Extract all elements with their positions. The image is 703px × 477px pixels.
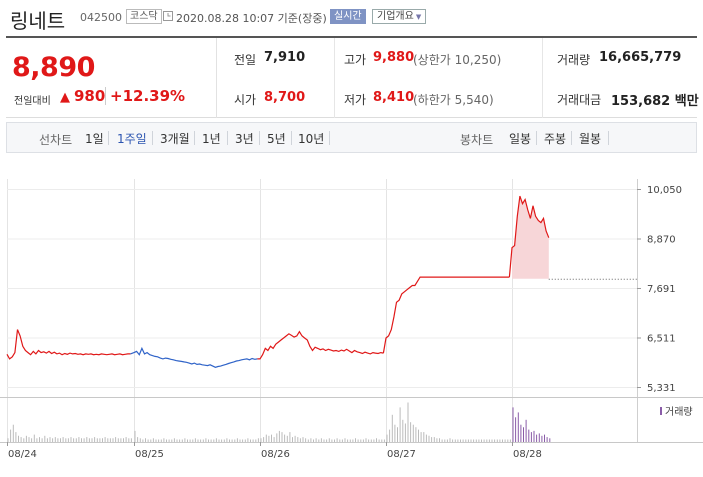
open-value: 8,700 — [264, 90, 306, 105]
x-tick-label: 08/24 — [8, 449, 37, 460]
low-label: 저가 — [344, 93, 367, 107]
volume-legend-swatch — [660, 407, 662, 415]
prev-close-label: 전일 — [234, 53, 257, 67]
change-label: 전일대비 — [14, 96, 51, 107]
x-axis-labels: 08/24 08/25 08/26 08/27 08/28 — [7, 442, 542, 460]
low-value: 8,410 — [373, 90, 415, 105]
divider — [227, 131, 228, 145]
divider — [291, 131, 292, 145]
period-toolbar: 선차트 1일 1주일 3개월 1년 3년 5년 10년 봉차트 일봉 주봉 월봉 — [6, 122, 697, 153]
divider — [542, 38, 543, 118]
volume-bars — [7, 402, 551, 442]
quote-col-2: 고가 9,880 (상한가 10,250) 저가 8,410 (하한가 5,54… — [335, 38, 541, 118]
high-label: 고가 — [344, 53, 367, 67]
price-line-08-26 — [257, 330, 384, 360]
amount-value: 153,682 백만 — [611, 94, 699, 109]
divider — [536, 131, 537, 145]
price-line-08-24 — [6, 329, 131, 360]
y-axis-labels: 10,050 8,870 7,691 6,511 5,331 — [637, 185, 682, 394]
period-1w-button[interactable]: 1주일 — [117, 132, 147, 146]
quote-panel: 8,890 전일대비 ▲ 980 +12.39% 전일 7,910 시가 8,7… — [6, 36, 699, 118]
quote-col-3: 거래량 16,665,779 거래대금 153,682 백만 — [543, 38, 699, 118]
high-value: 9,880 — [373, 50, 415, 65]
divider — [608, 131, 609, 145]
period-1y-button[interactable]: 1년 — [202, 132, 221, 146]
period-10y-button[interactable]: 10년 — [298, 132, 325, 146]
line-chart-label: 선차트 — [39, 133, 73, 147]
current-price: 8,890 — [12, 52, 95, 83]
candle-chart-label: 봉차트 — [460, 133, 494, 147]
divider — [334, 38, 335, 118]
stock-code: 042500 — [80, 11, 122, 24]
x-tick-label: 08/27 — [387, 449, 416, 460]
volume-legend: 거래량 — [660, 406, 693, 418]
company-overview-label: 기업개요 — [377, 11, 414, 22]
volume-label: 거래량 — [557, 53, 591, 67]
x-tick-label: 08/26 — [261, 449, 290, 460]
caret-down-icon: ▼ — [415, 13, 422, 21]
quote-datetime: 2020.08.28 10:07 기준(장중) — [176, 12, 327, 25]
volume-value: 16,665,779 — [599, 50, 682, 65]
weekly-candle-button[interactable]: 주봉 — [544, 132, 567, 146]
period-5y-button[interactable]: 5년 — [267, 132, 286, 146]
period-3m-button[interactable]: 3개월 — [160, 132, 190, 146]
amount-label: 거래대금 — [557, 93, 602, 107]
price-lines — [6, 195, 550, 368]
period-1d-button[interactable]: 1일 — [85, 132, 104, 146]
change-percent: +12.39% — [105, 87, 185, 105]
realtime-badge[interactable]: 실시간 — [330, 9, 366, 24]
price-area: 8,890 전일대비 ▲ 980 +12.39% — [6, 38, 217, 118]
prev-close-value: 7,910 — [264, 50, 306, 65]
today-fill — [512, 196, 549, 279]
upper-limit: (상한가 10,250) — [413, 53, 502, 67]
y-tick-label: 5,331 — [647, 383, 676, 394]
clock-icon — [163, 11, 173, 24]
price-line-08-25 — [130, 346, 258, 368]
y-tick-label: 8,870 — [647, 235, 676, 246]
volume-legend-label: 거래량 — [665, 406, 693, 418]
period-3y-button[interactable]: 3년 — [235, 132, 254, 146]
price-line-08-28 — [508, 195, 550, 278]
open-label: 시가 — [234, 93, 257, 107]
lower-limit: (하한가 5,540) — [413, 93, 494, 107]
divider — [194, 131, 195, 145]
divider — [108, 131, 109, 145]
chart-grid — [0, 179, 703, 443]
divider — [571, 131, 572, 145]
y-tick-label: 6,511 — [647, 333, 676, 344]
up-triangle-icon: ▲ — [60, 90, 70, 105]
market-badge: 코스닥 — [126, 9, 162, 24]
change-value: 980 — [74, 87, 106, 105]
divider — [152, 131, 153, 145]
company-overview-button[interactable]: 기업개요 ▼ — [372, 9, 427, 24]
monthly-candle-button[interactable]: 월봉 — [579, 132, 602, 146]
y-tick-label: 10,050 — [647, 185, 682, 196]
x-tick-label: 08/28 — [513, 449, 542, 460]
daily-candle-button[interactable]: 일봉 — [509, 132, 532, 146]
divider — [329, 131, 330, 145]
y-tick-label: 7,691 — [647, 284, 676, 295]
divider — [259, 131, 260, 145]
quote-col-1: 전일 7,910 시가 8,700 — [218, 38, 334, 118]
today-fill-area — [512, 196, 549, 279]
x-tick-label: 08/25 — [135, 449, 164, 460]
stock-header: 링네트 042500 코스닥 2020.08.28 10:07 기준(장중) 실… — [0, 0, 703, 34]
stock-name: 링네트 — [10, 9, 66, 33]
price-line-08-27 — [382, 276, 510, 354]
